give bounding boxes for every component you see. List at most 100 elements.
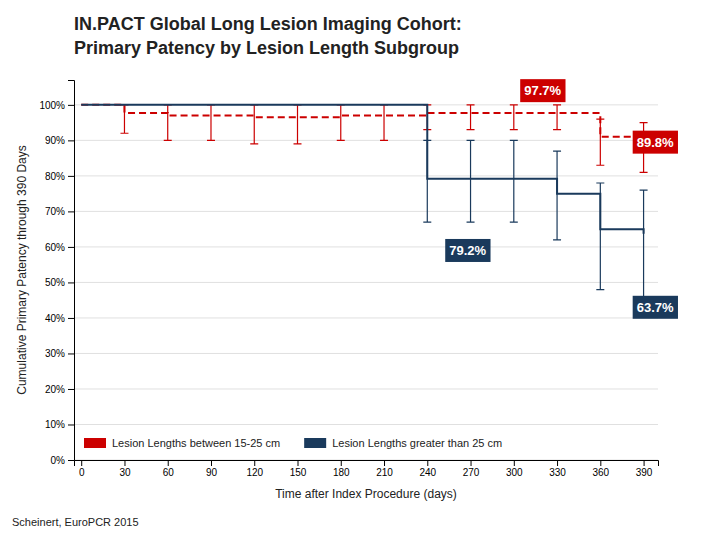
grid-line	[74, 353, 658, 354]
grid-line	[74, 424, 658, 425]
legend-item: Lesion Lengths between 15-25 cm	[84, 437, 280, 449]
x-tick-label: 330	[549, 467, 566, 478]
error-bar	[294, 105, 302, 144]
x-tick: 270	[463, 460, 480, 478]
y-tick-label: 60%	[45, 242, 65, 253]
grid-line	[74, 246, 658, 247]
grid-line	[74, 175, 658, 176]
x-tick-label: 60	[163, 467, 175, 478]
y-tick: 80%	[45, 171, 74, 182]
y-tick: 50%	[45, 277, 74, 288]
annotation-text: 89.8%	[637, 135, 674, 150]
chart: IN.PACT Global Long Lesion Imaging Cohor…	[0, 0, 720, 540]
legend-label: Lesion Lengths between 15-25 cm	[112, 437, 280, 449]
error-bar	[423, 140, 431, 222]
x-tick-mark	[211, 460, 212, 466]
x-tick-label: 210	[376, 467, 393, 478]
y-tick-label: 90%	[45, 135, 65, 146]
x-tick: 0	[79, 460, 85, 478]
x-tick-label: 0	[79, 467, 85, 478]
plot: 03060901201501802102402703003303603900%1…	[15, 79, 678, 501]
y-tick-label: 20%	[45, 384, 65, 395]
marks	[81, 105, 647, 297]
x-tick: 360	[592, 460, 609, 478]
grid-line	[74, 388, 658, 389]
x-tick-label: 120	[246, 467, 263, 478]
x-tick-mark	[124, 460, 125, 466]
error-bar	[337, 105, 345, 141]
y-tick-mark	[68, 389, 74, 390]
x-tick: 390	[636, 460, 653, 478]
x-tick: 60	[163, 460, 175, 478]
legend-swatch	[304, 438, 326, 448]
y-tick-label: 70%	[45, 206, 65, 217]
series-line	[81, 105, 643, 141]
y-tick: 90%	[45, 135, 74, 146]
subtitle: Primary Patency by Lesion Length Subgrou…	[74, 38, 459, 58]
y-tick-mark	[68, 282, 74, 283]
x-tick-mark	[600, 460, 601, 466]
error-bar	[510, 140, 518, 222]
y-axis-title: Cumulative Primary Patency through 390 D…	[15, 145, 29, 394]
y-tick-label: 30%	[45, 348, 65, 359]
y-tick-mark	[68, 140, 74, 141]
x-tick-mark	[427, 460, 428, 466]
legend-swatch	[84, 438, 106, 448]
grid-line	[74, 317, 658, 318]
y-tick: 10%	[45, 419, 74, 430]
y-tick: 70%	[45, 206, 74, 217]
x-tick-mark	[254, 460, 255, 466]
annotation: 89.8%	[633, 131, 678, 154]
y-axis: 0% 10% 20% 30% 40% 50% 60% 70% 80% 90% 100%	[39, 81, 74, 466]
legend-label: Lesion Lengths greater than 25 cm	[332, 437, 502, 449]
annotation-text: 63.7%	[637, 300, 674, 315]
x-tick-label: 390	[636, 467, 653, 478]
annotation-box	[445, 239, 490, 262]
x-tick: 180	[333, 460, 350, 478]
annotation: 97.7%	[520, 79, 565, 102]
x-tick: 210	[376, 460, 393, 478]
y-tick: 30%	[45, 348, 74, 359]
annotation: 63.7%	[633, 296, 678, 319]
x-tick-label: 30	[119, 467, 131, 478]
x-tick: 150	[290, 460, 307, 478]
annotations: 97.7% 89.8% 79.2% 63.7%	[445, 79, 678, 319]
x-tick-mark	[471, 460, 472, 466]
y-tick-label: 40%	[45, 313, 65, 324]
x-tick-mark	[557, 460, 558, 466]
x-tick-mark	[514, 460, 515, 466]
error-bar	[380, 105, 388, 141]
y-tick-label: 0%	[51, 455, 66, 466]
error-bar	[467, 140, 475, 222]
y-tick-mark	[68, 353, 74, 354]
x-tick-label: 150	[290, 467, 307, 478]
error-bar	[207, 105, 215, 141]
y-tick-label: 100%	[39, 100, 65, 111]
y-tick-mark	[68, 105, 74, 106]
error-bar	[250, 105, 258, 144]
y-tick: 0%	[51, 455, 74, 466]
x-axis: 0306090120150180210240270300330360390	[75, 460, 659, 478]
grid	[74, 105, 658, 460]
y-tick-mark	[68, 460, 74, 461]
error-bar	[596, 183, 604, 290]
annotation-text: 79.2%	[449, 243, 486, 258]
x-tick-mark	[81, 460, 82, 466]
x-tick-label: 300	[506, 467, 523, 478]
x-tick: 90	[206, 460, 218, 478]
x-tick: 120	[246, 460, 263, 478]
x-tick: 30	[119, 460, 131, 478]
y-tick-mark	[68, 176, 74, 177]
x-axis-title: Time after Index Procedure (days)	[275, 487, 457, 501]
legend: Lesion Lengths between 15-25 cm Lesion Le…	[84, 437, 502, 449]
x-tick-label: 90	[206, 467, 218, 478]
x-tick-mark	[384, 460, 385, 466]
y-tick-mark	[68, 211, 74, 212]
error-bar	[510, 105, 518, 130]
title: IN.PACT Global Long Lesion Imaging Cohor…	[74, 14, 462, 34]
error-bar	[640, 190, 648, 297]
annotation: 79.2%	[445, 239, 490, 262]
x-tick-mark	[644, 460, 645, 466]
y-tick-mark	[68, 424, 74, 425]
annotation-text: 97.7%	[524, 83, 561, 98]
